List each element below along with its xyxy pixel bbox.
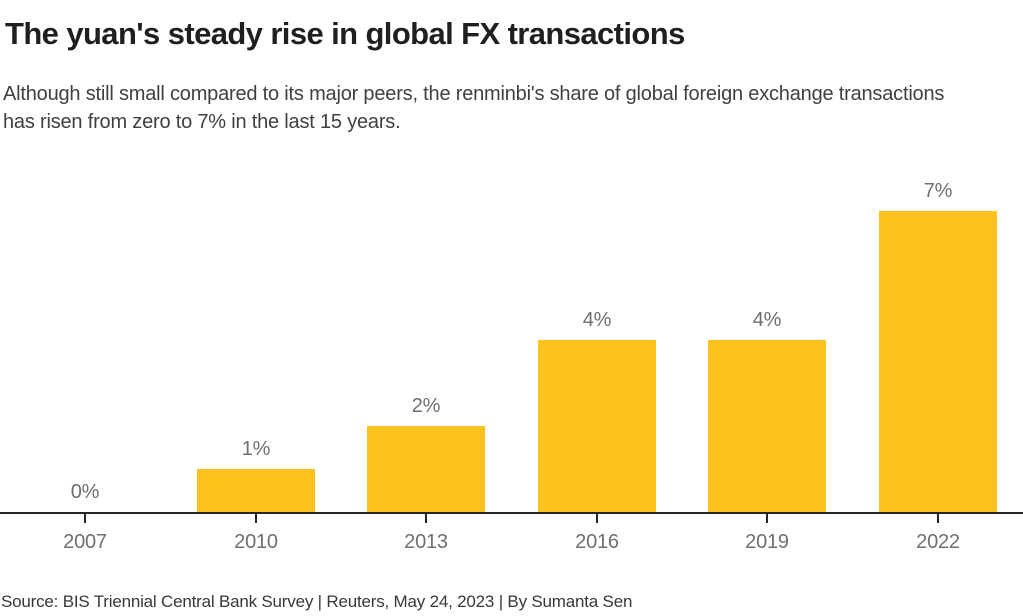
bar-2019: [708, 340, 826, 512]
axis-tick-label-2022: 2022: [916, 531, 960, 553]
x-axis-line: [0, 512, 1023, 514]
axis-tick-2019: [766, 513, 768, 523]
bar-2022: [879, 211, 997, 512]
axis-tick-2013: [425, 513, 427, 523]
axis-tick-label-2019: 2019: [745, 531, 789, 553]
bar-value-label-2019: 4%: [752, 309, 782, 331]
axis-tick-2022: [937, 513, 939, 523]
axis-tick-label-2013: 2013: [404, 531, 448, 553]
bar-2010: [197, 469, 315, 512]
axis-tick-label-2016: 2016: [575, 531, 619, 553]
axis-tick-2007: [84, 513, 86, 523]
bar-value-label-2010: 1%: [241, 438, 271, 460]
bar-value-label-2022: 7%: [923, 180, 953, 202]
bar-2016: [538, 340, 656, 512]
chart-title: The yuan's steady rise in global FX tran…: [5, 16, 685, 51]
bar-value-label-2013: 2%: [411, 395, 441, 417]
axis-tick-2016: [596, 513, 598, 523]
bar-value-label-2007: 0%: [70, 481, 100, 503]
axis-tick-2010: [255, 513, 257, 523]
bar-value-label-2016: 4%: [582, 309, 612, 331]
source-note: Source: BIS Triennial Central Bank Surve…: [1, 592, 633, 611]
axis-tick-label-2007: 2007: [63, 531, 107, 553]
axis-tick-label-2010: 2010: [234, 531, 278, 553]
chart-subtitle: Although still small compared to its maj…: [3, 83, 945, 133]
bar-2013: [367, 426, 485, 512]
